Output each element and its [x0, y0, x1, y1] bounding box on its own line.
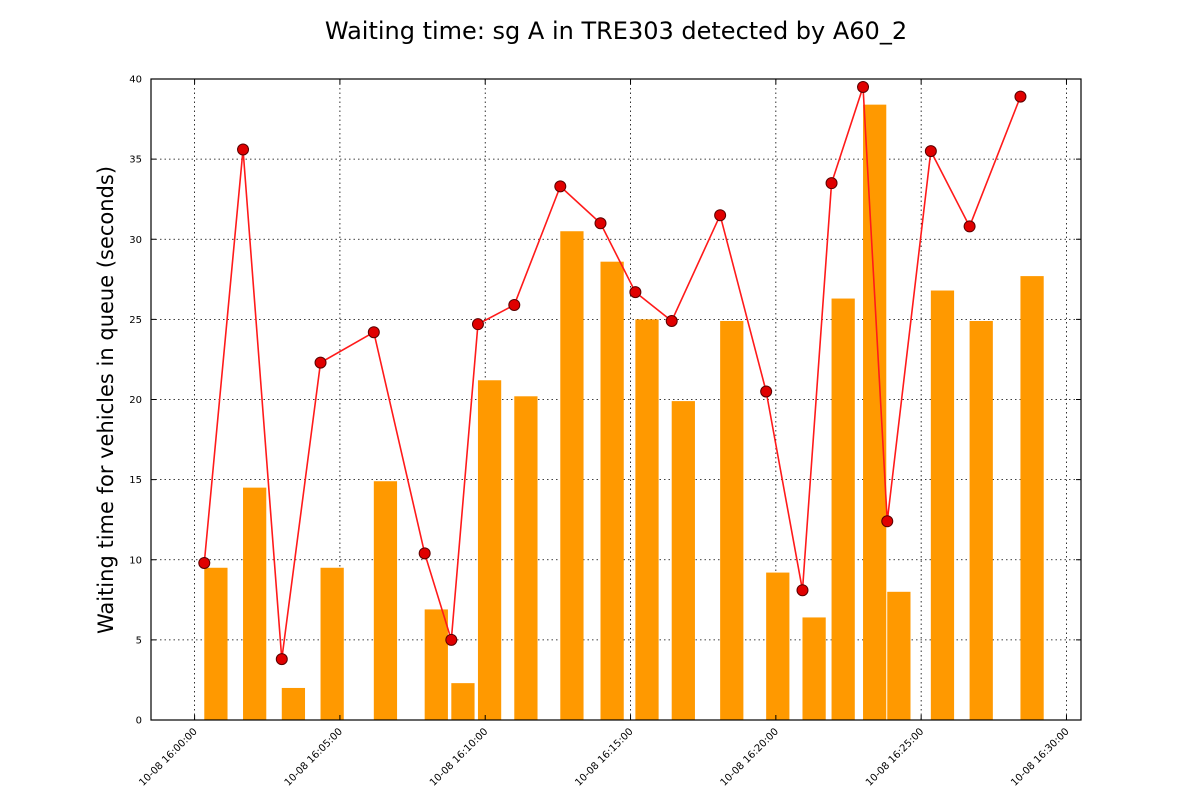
- line-point: [963, 220, 976, 233]
- bar: [863, 104, 887, 720]
- bar: [600, 261, 624, 720]
- bar: [635, 319, 659, 720]
- line-point: [714, 209, 727, 222]
- bar-series: [204, 104, 1044, 721]
- y-tick-label: 30: [129, 235, 142, 246]
- x-tick-label: 10-08 16:30:00: [1009, 726, 1071, 788]
- line-point: [554, 180, 567, 193]
- y-tick-label: 25: [129, 315, 142, 326]
- line-point: [445, 633, 458, 646]
- x-tick-label: 10-08 16:25:00: [864, 726, 926, 788]
- line-point: [825, 177, 838, 190]
- bar: [514, 396, 538, 720]
- bar: [802, 617, 826, 720]
- line-point: [508, 298, 521, 311]
- x-tick-label: 10-08 16:00:00: [137, 726, 199, 788]
- bar: [477, 380, 502, 720]
- x-tick-label: 10-08 16:05:00: [283, 726, 345, 788]
- line-point: [471, 318, 484, 331]
- line-point: [760, 385, 773, 398]
- bar: [424, 609, 448, 720]
- y-tick-label: 0: [136, 716, 142, 727]
- bar: [281, 687, 306, 720]
- line-point: [314, 356, 327, 369]
- x-tick-label: 10-08 16:15:00: [573, 726, 635, 788]
- y-tick-label: 10: [129, 555, 142, 566]
- bar: [887, 591, 911, 720]
- bar: [720, 320, 744, 720]
- chart-title: Waiting time: sg A in TRE303 detected by…: [325, 17, 907, 45]
- bar: [320, 567, 344, 720]
- bar: [243, 487, 267, 720]
- line-point: [1014, 90, 1027, 103]
- line-point: [881, 515, 894, 528]
- bar: [671, 401, 695, 720]
- line-point: [857, 81, 870, 94]
- y-tick-label: 35: [129, 155, 142, 166]
- line-series: [203, 86, 1022, 660]
- line-point: [796, 584, 809, 597]
- x-tick-label: 10-08 16:20:00: [719, 726, 781, 788]
- y-tick-label: 5: [136, 635, 142, 646]
- y-tick-label: 20: [129, 395, 142, 406]
- bar: [1020, 276, 1044, 720]
- line-point: [418, 547, 431, 560]
- y-axis-label: Waiting time for vehicles in queue (seco…: [94, 166, 118, 634]
- line-point: [198, 556, 211, 569]
- bar: [766, 572, 790, 720]
- line-point: [594, 217, 607, 230]
- line-point: [924, 145, 937, 158]
- y-tick-label: 40: [129, 75, 142, 86]
- line-point: [275, 653, 288, 666]
- marker-series: [198, 81, 1027, 666]
- line-point: [367, 326, 380, 339]
- bar: [831, 298, 855, 720]
- bar: [930, 290, 955, 720]
- bar: [969, 320, 993, 720]
- x-tick-label: 10-08 16:10:00: [428, 726, 490, 788]
- bar: [373, 481, 398, 720]
- line-point: [629, 286, 642, 299]
- bar: [560, 231, 584, 721]
- bar: [451, 683, 475, 720]
- line-point: [665, 314, 678, 327]
- line-point: [237, 143, 250, 156]
- y-tick-label: 15: [129, 475, 142, 486]
- series-line: [203, 86, 1022, 660]
- bar: [204, 567, 228, 720]
